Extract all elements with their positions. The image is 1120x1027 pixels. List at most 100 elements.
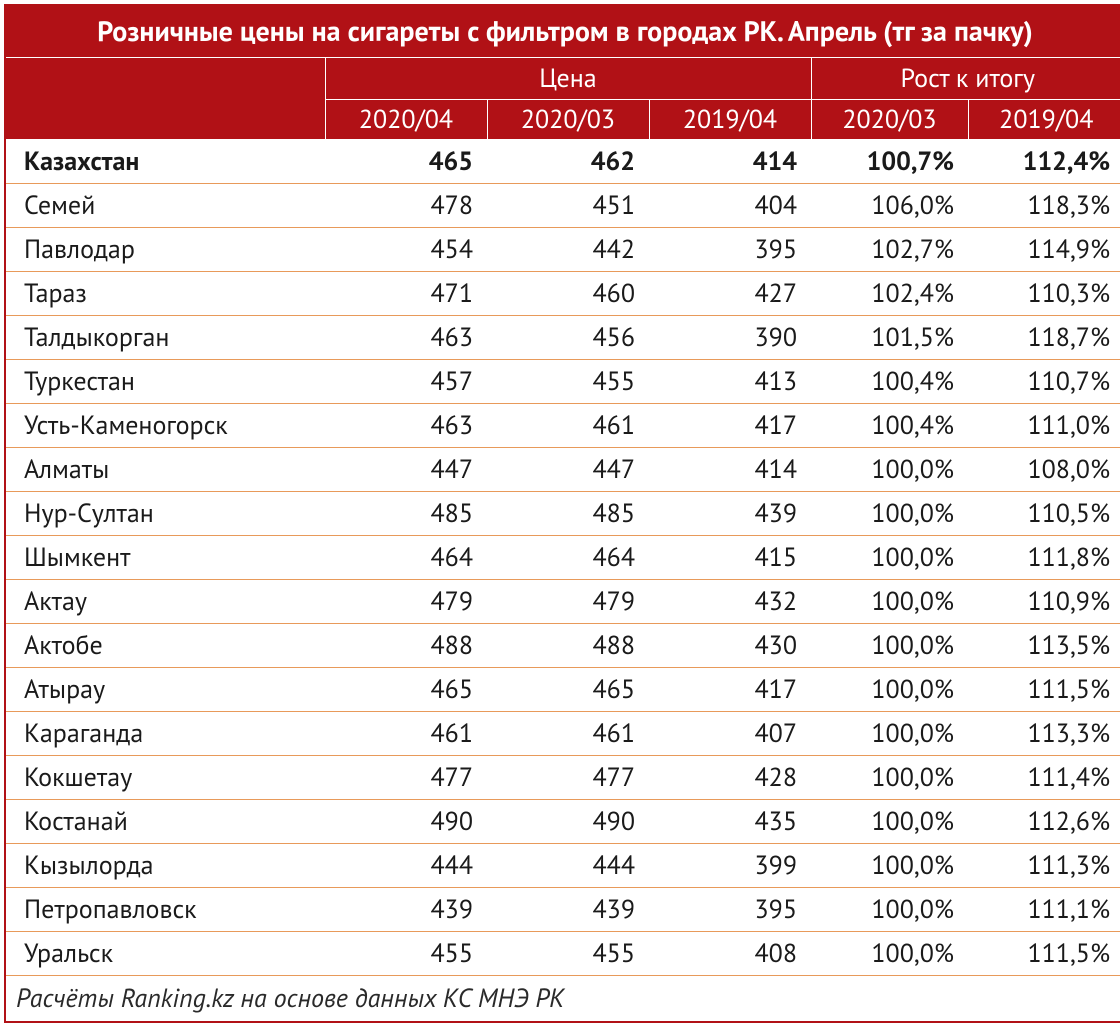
cell-growth-2019-04: 113,5%	[968, 624, 1120, 668]
header-growth-2020-03: 2020/03	[811, 100, 968, 140]
cell-growth-2019-04: 110,5%	[968, 492, 1120, 536]
cell-price-2019-04: 407	[649, 712, 811, 756]
cell-price-2019-04: 408	[649, 932, 811, 976]
cell-name: Туркестан	[5, 360, 325, 404]
cell-name: Алматы	[5, 448, 325, 492]
cell-price-2020-04: 485	[325, 492, 487, 536]
cell-growth-2019-04: 111,4%	[968, 756, 1120, 800]
cell-growth-2019-04: 111,0%	[968, 404, 1120, 448]
price-table: Розничные цены на сигареты с фильтром в …	[4, 4, 1120, 1023]
table-row: Семей478451404106,0%118,3%	[5, 184, 1120, 228]
cell-growth-2019-04: 118,3%	[968, 184, 1120, 228]
table-row: Кызылорда444444399100,0%111,3%	[5, 844, 1120, 888]
cell-growth-2019-04: 110,9%	[968, 580, 1120, 624]
cell-growth-2019-04: 110,3%	[968, 272, 1120, 316]
cell-growth-2020-03: 100,7%	[811, 140, 968, 184]
cell-name: Талдыкорган	[5, 316, 325, 360]
cell-name: Павлодар	[5, 228, 325, 272]
cell-growth-2019-04: 111,1%	[968, 888, 1120, 932]
cell-growth-2019-04: 111,3%	[968, 844, 1120, 888]
header-growth-2019-04: 2019/04	[968, 100, 1120, 140]
cell-growth-2020-03: 100,0%	[811, 888, 968, 932]
cell-growth-2019-04: 114,9%	[968, 228, 1120, 272]
cell-growth-2020-03: 102,7%	[811, 228, 968, 272]
cell-price-2020-03: 442	[487, 228, 649, 272]
cell-price-2020-04: 447	[325, 448, 487, 492]
cell-price-2020-04: 454	[325, 228, 487, 272]
cell-price-2020-03: 455	[487, 360, 649, 404]
cell-price-2020-04: 463	[325, 404, 487, 448]
header-group-growth: Рост к итогу	[811, 58, 1120, 100]
cell-name: Нур-Султан	[5, 492, 325, 536]
table-row: Петропавловск439439395100,0%111,1%	[5, 888, 1120, 932]
cell-price-2020-03: 444	[487, 844, 649, 888]
cell-growth-2019-04: 111,5%	[968, 932, 1120, 976]
cell-price-2019-04: 404	[649, 184, 811, 228]
price-table-container: Розничные цены на сигареты с фильтром в …	[0, 0, 1120, 1027]
cell-name: Казахстан	[5, 140, 325, 184]
cell-price-2020-04: 465	[325, 668, 487, 712]
cell-price-2020-03: 461	[487, 404, 649, 448]
cell-growth-2020-03: 100,0%	[811, 712, 968, 756]
cell-price-2020-03: 456	[487, 316, 649, 360]
cell-price-2020-03: 465	[487, 668, 649, 712]
cell-price-2020-03: 447	[487, 448, 649, 492]
cell-price-2020-04: 464	[325, 536, 487, 580]
cell-growth-2019-04: 112,4%	[968, 140, 1120, 184]
cell-price-2020-04: 490	[325, 800, 487, 844]
cell-growth-2020-03: 100,0%	[811, 844, 968, 888]
cell-price-2020-04: 461	[325, 712, 487, 756]
table-row: Алматы447447414100,0%108,0%	[5, 448, 1120, 492]
cell-price-2019-04: 414	[649, 448, 811, 492]
cell-price-2020-04: 463	[325, 316, 487, 360]
cell-growth-2019-04: 111,8%	[968, 536, 1120, 580]
cell-name: Кызылорда	[5, 844, 325, 888]
cell-price-2020-04: 478	[325, 184, 487, 228]
header-col-2020-04: 2020/04	[325, 100, 487, 140]
cell-growth-2020-03: 100,0%	[811, 668, 968, 712]
cell-price-2020-03: 460	[487, 272, 649, 316]
cell-growth-2019-04: 111,5%	[968, 668, 1120, 712]
cell-price-2020-04: 444	[325, 844, 487, 888]
header-col-2019-04: 2019/04	[649, 100, 811, 140]
cell-price-2020-04: 479	[325, 580, 487, 624]
cell-price-2019-04: 432	[649, 580, 811, 624]
cell-growth-2020-03: 100,0%	[811, 756, 968, 800]
cell-growth-2020-03: 100,0%	[811, 580, 968, 624]
table-body: Казахстан465462414100,7%112,4%Семей47845…	[5, 140, 1120, 976]
cell-growth-2020-03: 100,0%	[811, 492, 968, 536]
cell-name: Караганда	[5, 712, 325, 756]
cell-price-2020-03: 485	[487, 492, 649, 536]
cell-price-2019-04: 417	[649, 404, 811, 448]
cell-name: Атырау	[5, 668, 325, 712]
cell-price-2020-03: 464	[487, 536, 649, 580]
cell-name: Шымкент	[5, 536, 325, 580]
cell-price-2019-04: 428	[649, 756, 811, 800]
cell-growth-2020-03: 102,4%	[811, 272, 968, 316]
table-row: Кокшетау477477428100,0%111,4%	[5, 756, 1120, 800]
cell-name: Актобе	[5, 624, 325, 668]
cell-price-2019-04: 390	[649, 316, 811, 360]
cell-price-2020-03: 488	[487, 624, 649, 668]
cell-price-2019-04: 414	[649, 140, 811, 184]
table-row: Костанай490490435100,0%112,6%	[5, 800, 1120, 844]
cell-name: Актау	[5, 580, 325, 624]
cell-price-2020-04: 465	[325, 140, 487, 184]
header-group-price: Цена	[325, 58, 811, 100]
table-title: Розничные цены на сигареты с фильтром в …	[5, 5, 1120, 58]
cell-price-2019-04: 430	[649, 624, 811, 668]
cell-growth-2020-03: 100,0%	[811, 536, 968, 580]
cell-price-2019-04: 415	[649, 536, 811, 580]
cell-growth-2020-03: 100,0%	[811, 448, 968, 492]
cell-price-2020-04: 455	[325, 932, 487, 976]
cell-growth-2019-04: 108,0%	[968, 448, 1120, 492]
cell-growth-2020-03: 100,4%	[811, 404, 968, 448]
cell-price-2019-04: 395	[649, 888, 811, 932]
table-row: Караганда461461407100,0%113,3%	[5, 712, 1120, 756]
cell-price-2019-04: 417	[649, 668, 811, 712]
cell-price-2020-03: 439	[487, 888, 649, 932]
cell-price-2020-04: 439	[325, 888, 487, 932]
cell-price-2020-03: 477	[487, 756, 649, 800]
header-blank	[5, 58, 325, 140]
table-row: Талдыкорган463456390101,5%118,7%	[5, 316, 1120, 360]
